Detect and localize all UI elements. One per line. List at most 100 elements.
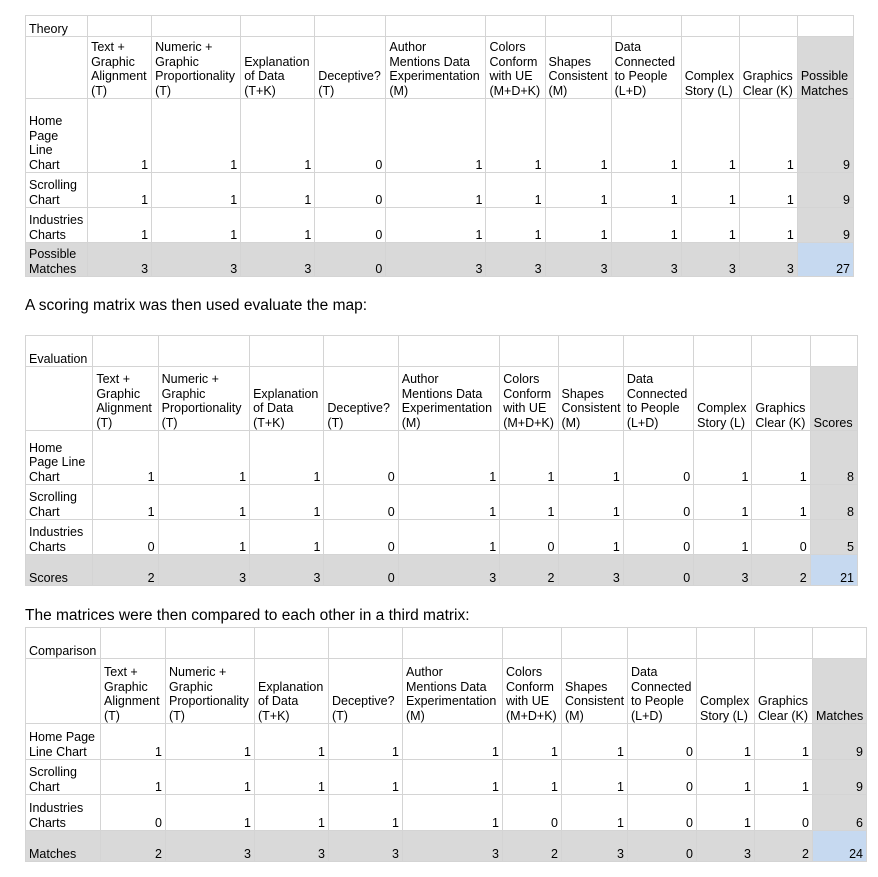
value-cell: 0 — [314, 98, 387, 173]
value-cell: 1 — [402, 723, 503, 760]
column-header: Complex Story (L) — [696, 658, 755, 724]
table-row: Scrolling Chart 1 1 1 0 1 1 1 1 1 1 9 — [24, 172, 855, 208]
column-header: Graphics Clear (K) — [738, 36, 798, 99]
empty-cell — [499, 335, 559, 367]
table-title: Comparison — [25, 627, 101, 659]
value-cell: 0 — [627, 723, 697, 760]
empty-cell — [165, 627, 255, 659]
value-cell: 1 — [751, 484, 811, 520]
table-row: Industries Charts 0 1 1 0 1 0 1 0 1 0 5 — [24, 519, 859, 555]
scoring-matrix-intro-text: A scoring matrix was then used evaluate … — [25, 297, 368, 314]
row-label: Scrolling Chart — [25, 759, 101, 795]
footer-value-cell: 3 — [165, 830, 255, 862]
value-cell: 1 — [100, 723, 166, 760]
column-header: Colors Conform with UE (M+D+K) — [485, 36, 546, 99]
value-cell: 1 — [87, 172, 153, 208]
column-header: Graphics Clear (K) — [754, 658, 813, 724]
column-header: Deceptive? (T) — [323, 366, 399, 431]
footer-value-cell: 3 — [254, 830, 329, 862]
value-cell: 1 — [157, 484, 251, 520]
value-cell: 1 — [92, 484, 159, 520]
total-column-header: Matches — [812, 658, 867, 724]
value-cell: 0 — [622, 484, 695, 520]
column-header: Graphics Clear (K) — [751, 366, 811, 431]
column-header: Text + Graphic Alignment (T) — [92, 366, 159, 431]
table-row: Home Page Line Chart 1 1 1 1 1 1 1 0 1 1 9 — [25, 723, 867, 760]
footer-value-cell: 3 — [693, 554, 753, 586]
value-cell: 1 — [402, 759, 503, 795]
value-cell: 1 — [254, 723, 329, 760]
empty-cell — [151, 15, 242, 37]
empty-cell — [397, 335, 501, 367]
value-cell: 1 — [151, 172, 242, 208]
value-cell: 1 — [696, 723, 755, 760]
footer-value-cell: 2 — [751, 554, 811, 586]
value-cell: 1 — [693, 484, 753, 520]
value-cell: 1 — [610, 207, 682, 243]
table-title-row: Evaluation — [24, 335, 859, 367]
value-cell: 1 — [151, 98, 242, 173]
value-cell: 1 — [738, 98, 798, 173]
value-cell: 1 — [165, 723, 255, 760]
value-cell: 1 — [385, 98, 487, 173]
value-cell: 1 — [249, 430, 325, 485]
value-cell: 1 — [92, 430, 159, 485]
footer-value-cell: 0 — [314, 242, 387, 277]
value-cell: 1 — [693, 519, 753, 555]
value-cell: 0 — [622, 430, 695, 485]
table-footer-row: Scores 2 3 3 0 3 2 3 0 3 2 21 — [24, 554, 859, 586]
empty-cell — [693, 335, 753, 367]
empty-cell — [561, 627, 628, 659]
value-cell: 1 — [328, 794, 403, 831]
empty-cell — [92, 335, 159, 367]
column-header: Data Connected to People (L+D) — [610, 36, 682, 99]
column-header: Colors Conform with UE (M+D+K) — [502, 658, 562, 724]
value-cell: 1 — [397, 430, 501, 485]
value-cell: 1 — [157, 519, 251, 555]
footer-value-cell: 3 — [328, 830, 403, 862]
empty-cell — [754, 627, 813, 659]
empty-cell — [254, 627, 329, 659]
value-cell: 0 — [314, 207, 387, 243]
footer-value-cell: 2 — [92, 554, 159, 586]
row-label: Home Page Line Chart — [24, 98, 89, 173]
row-label: Home Page Line Chart — [25, 723, 101, 760]
empty-cell — [544, 15, 612, 37]
value-cell: 1 — [397, 519, 501, 555]
footer-value-cell: 2 — [499, 554, 559, 586]
total-column-header: Possible Matches — [796, 36, 855, 99]
value-cell: 1 — [485, 207, 546, 243]
value-cell: 1 — [610, 98, 682, 173]
value-cell: 1 — [751, 430, 811, 485]
value-cell: 0 — [100, 794, 166, 831]
value-cell: 1 — [680, 98, 740, 173]
footer-label: Scores — [24, 554, 94, 586]
value-cell: 1 — [754, 759, 813, 795]
evaluation-matrix-table: Evaluation Text + Graphic Alignment (T) Nu… — [24, 335, 859, 586]
empty-cell — [809, 335, 859, 367]
value-cell: 1 — [610, 172, 682, 208]
footer-value-cell: 3 — [397, 554, 501, 586]
footer-label: Matches — [25, 830, 101, 862]
table-row: Industries Charts 1 1 1 0 1 1 1 1 1 1 9 — [24, 207, 855, 243]
empty-cell — [627, 627, 697, 659]
table-title-row: Comparison — [25, 627, 867, 659]
value-cell: 1 — [485, 98, 546, 173]
empty-cell — [323, 335, 399, 367]
table-footer-row: Matches 2 3 3 3 3 2 3 0 3 2 24 — [25, 830, 867, 862]
column-header: Shapes Consistent (M) — [561, 658, 628, 724]
empty-cell — [100, 627, 166, 659]
value-cell: 1 — [502, 759, 562, 795]
row-label: Industries Charts — [24, 519, 94, 555]
value-cell: 0 — [323, 430, 399, 485]
value-cell: 1 — [696, 794, 755, 831]
value-cell: 1 — [240, 98, 316, 173]
footer-value-cell: 3 — [240, 242, 316, 277]
value-cell: 1 — [249, 519, 325, 555]
value-cell: 0 — [627, 759, 697, 795]
table-title: Evaluation — [24, 335, 94, 367]
empty-cell — [502, 627, 562, 659]
value-cell: 1 — [680, 172, 740, 208]
row-label: Industries Charts — [25, 794, 101, 831]
value-cell: 0 — [323, 519, 399, 555]
